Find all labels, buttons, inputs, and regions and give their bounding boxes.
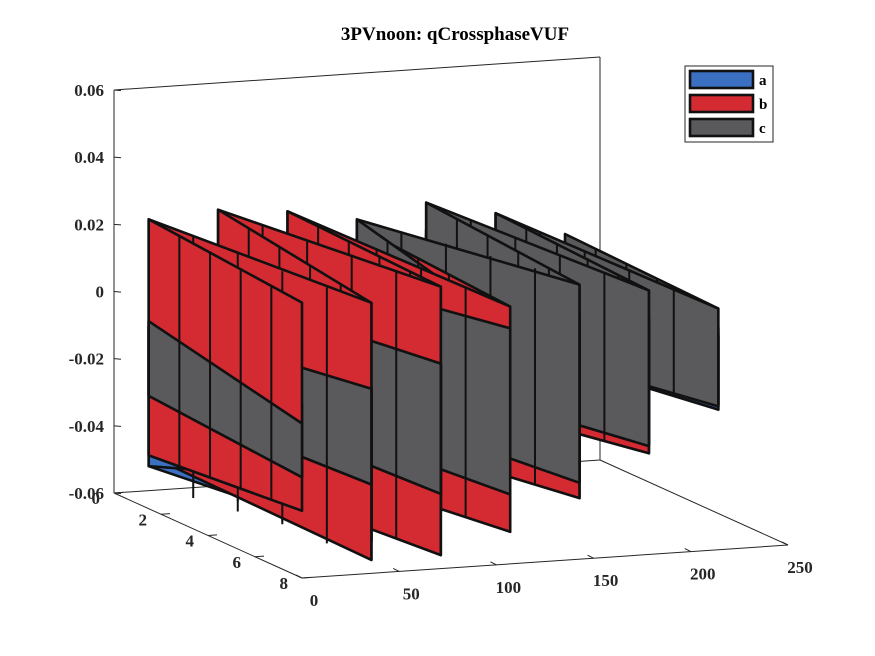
x-tick-mark [684,548,692,553]
z-tick-label: -0.06 [69,484,104,503]
legend-label: b [759,97,767,113]
z-tick-label: 0.02 [74,215,104,234]
x-tick-label: 250 [787,558,813,577]
box-right-bottom-edge [599,459,789,546]
z-tick-mark [113,156,122,159]
y-tick-mark [207,534,218,536]
legend-label: c [759,121,766,137]
x-tick-mark [490,561,497,566]
legend-swatch [688,117,755,138]
z-tick-mark [113,358,122,360]
x-tick-label: 0 [310,591,319,610]
x-tick-label: 150 [593,571,619,590]
legend-entry-c[interactable]: c [688,117,766,138]
legend-swatch [688,69,755,90]
surface-face-c [147,319,304,479]
z-tick-label: 0.04 [74,148,104,167]
y-tick-label: 4 [186,532,195,551]
y-tick-mark [160,513,171,515]
y-tick-label: 2 [139,510,148,529]
y-tick-label: 6 [233,553,242,572]
z-tick-mark [113,425,122,427]
box-top-back-edge [113,56,601,91]
z-tick-label: 0 [96,283,105,302]
x-tick-mark [781,541,789,546]
z-tick-mark [113,223,122,226]
x-tick-mark [392,567,400,572]
legend-entry-b[interactable]: b [688,93,767,114]
legend-swatch [688,93,755,114]
x-tick-label: 50 [403,584,420,603]
z-tick-label: -0.02 [69,350,104,369]
x-tick-label: 100 [496,578,522,597]
x-tick-mark [295,574,303,579]
y-tick-label: 8 [280,574,289,593]
legend-entry-a[interactable]: a [688,69,767,90]
y-tick-label: 0 [92,489,101,508]
x-tick-label: 200 [690,565,716,584]
legend[interactable]: abc [684,65,774,143]
x-tick-mark [587,554,594,559]
z-tick-label: 0.06 [74,81,104,100]
z-tick-label: -0.04 [69,417,105,436]
y-tick-mark [113,491,124,494]
y-tick-mark [254,555,265,558]
box-x-axis-line [301,544,789,579]
chart-title: 3PVnoon: qCrossphaseVUF [341,24,569,45]
z-tick-mark [113,89,122,92]
z-tick-mark [113,291,122,293]
surface-panel-c [147,319,304,479]
surface-layer [147,201,720,562]
y-tick-mark [301,576,312,579]
legend-label: a [759,73,767,89]
